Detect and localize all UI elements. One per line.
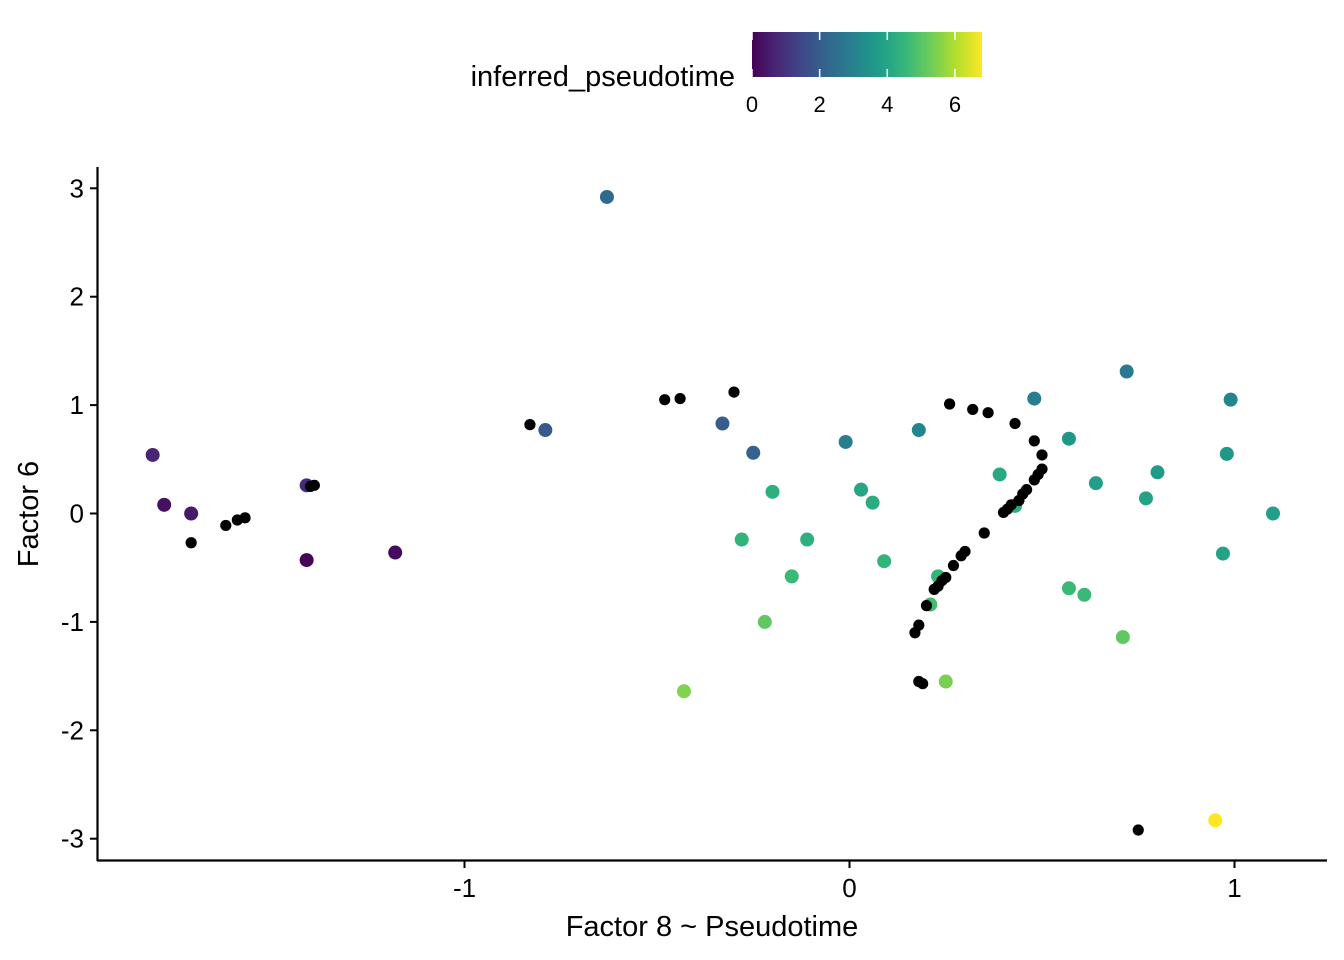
black-point — [1009, 417, 1021, 430]
x-axis-title: Factor 8 ~ Pseudotime — [566, 911, 859, 943]
pseudotime-point — [992, 467, 1007, 482]
black-point — [978, 527, 990, 539]
black-point — [917, 678, 929, 690]
black-point — [524, 419, 536, 431]
pseudotime-point — [1115, 630, 1130, 645]
pseudotime-point — [538, 423, 553, 438]
y-tick-label: -2 — [61, 715, 84, 745]
pseudotime-point — [715, 416, 730, 431]
pseudotime-point — [838, 434, 853, 449]
x-axis-ticks: -1 0 1 — [453, 861, 1242, 903]
black-point — [308, 479, 320, 491]
x-tick-label: 1 — [1227, 873, 1241, 903]
pseudotime-point — [865, 495, 880, 510]
pseudotime-point — [157, 497, 172, 512]
pseudotime-point — [784, 569, 799, 584]
black-point — [1036, 449, 1048, 461]
pseudotime-point — [184, 506, 199, 521]
pseudotime-point — [388, 545, 403, 560]
pseudotime-point — [1266, 506, 1280, 521]
black-point — [674, 392, 686, 405]
black-point — [982, 407, 994, 419]
black-point — [1028, 435, 1040, 447]
black-point — [955, 550, 967, 562]
black-point — [967, 403, 979, 416]
y-tick-label: 3 — [70, 173, 84, 203]
pseudotime-point — [1215, 546, 1230, 561]
pseudotime-point — [676, 684, 691, 699]
pseudotime-point — [877, 554, 892, 569]
colorbar-tick-label: 0 — [746, 92, 758, 117]
pseudotime-point — [1219, 446, 1234, 461]
black-point — [909, 627, 921, 639]
black-point — [659, 394, 671, 406]
black-points — [185, 386, 1144, 836]
pseudotime-point — [1138, 491, 1153, 506]
colorbar-tick-label: 6 — [949, 92, 961, 117]
pseudotime-point — [757, 614, 772, 629]
pseudotime-point — [911, 423, 926, 438]
black-point — [944, 398, 956, 410]
pseudotime-point — [1027, 391, 1042, 406]
black-point — [220, 519, 232, 532]
y-tick-label: 1 — [70, 390, 84, 420]
pseudotime-point — [746, 445, 761, 460]
y-tick-label: 0 — [70, 499, 84, 529]
pseudotime-point — [1119, 364, 1134, 379]
pseudotime-point — [800, 532, 815, 547]
y-axis-ticks: -3 -2 -1 0 1 2 3 — [61, 173, 97, 854]
colored-points — [145, 189, 1280, 828]
colorbar — [752, 32, 982, 77]
pseudotime-point — [145, 447, 160, 462]
pseudotime-point — [1088, 476, 1103, 491]
pseudotime-point — [299, 553, 314, 568]
legend-title: inferred_pseudotime — [471, 61, 735, 93]
pseudotime-point — [1061, 581, 1076, 596]
pseudotime-point — [938, 674, 953, 689]
black-point — [997, 506, 1010, 519]
legend: inferred_pseudotime 0 2 4 6 — [471, 32, 982, 117]
y-axis-title: Factor 6 — [13, 461, 45, 567]
pseudotime-point — [734, 532, 749, 547]
black-point — [947, 559, 960, 572]
black-point — [928, 583, 940, 595]
black-point — [920, 600, 933, 612]
pseudotime-point — [599, 189, 614, 204]
black-point — [239, 512, 251, 524]
colorbar-tick-label: 2 — [814, 92, 826, 117]
colorbar-ticks: 0 2 4 6 — [746, 32, 961, 117]
black-point — [1028, 474, 1040, 486]
pseudotime-point — [765, 484, 780, 499]
pseudotime-point — [1208, 813, 1223, 828]
pseudotime-point — [1223, 392, 1238, 407]
x-tick-label: -1 — [453, 873, 476, 903]
pseudotime-point — [1150, 465, 1165, 480]
pseudotime-point — [1061, 431, 1076, 446]
pseudotime-point — [1077, 587, 1092, 602]
black-point — [728, 386, 740, 398]
x-tick-label: 0 — [842, 873, 856, 903]
black-point — [1132, 824, 1144, 836]
y-tick-label: -3 — [61, 824, 84, 854]
pseudotime-point — [854, 482, 869, 497]
colorbar-tick-label: 4 — [881, 92, 893, 117]
y-tick-label: -1 — [61, 607, 84, 637]
plot-area: -3 -2 -1 0 1 2 3 -1 0 1 — [61, 167, 1327, 903]
y-tick-label: 2 — [70, 282, 84, 312]
black-point — [185, 537, 197, 549]
